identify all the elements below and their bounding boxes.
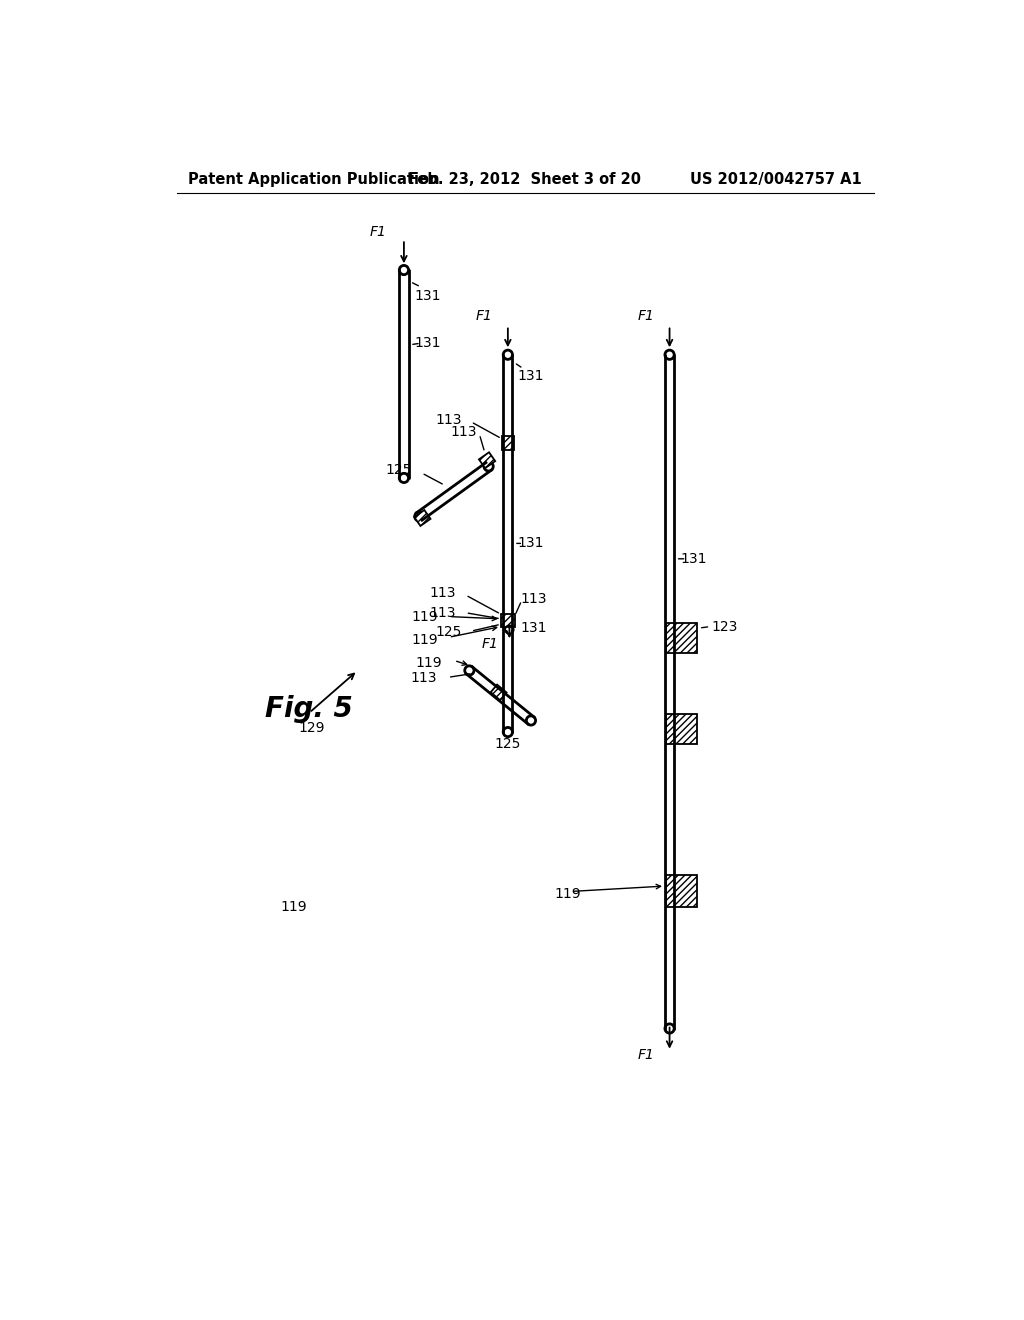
Text: 119: 119 <box>281 900 307 913</box>
Text: Patent Application Publication: Patent Application Publication <box>188 173 440 187</box>
Bar <box>667 623 697 653</box>
Text: 113: 113 <box>411 671 437 685</box>
Bar <box>501 614 515 627</box>
Text: Feb. 23, 2012  Sheet 3 of 20: Feb. 23, 2012 Sheet 3 of 20 <box>409 173 641 187</box>
Text: F1: F1 <box>637 1048 654 1063</box>
Text: 113: 113 <box>429 606 456 619</box>
Text: Fig. 5: Fig. 5 <box>265 694 353 723</box>
Bar <box>667 875 697 907</box>
Text: 125: 125 <box>435 624 462 639</box>
Text: 119: 119 <box>416 656 442 669</box>
Text: 131: 131 <box>415 337 441 350</box>
Bar <box>415 510 430 525</box>
Text: 125: 125 <box>385 463 412 477</box>
Text: 119: 119 <box>412 632 438 647</box>
Text: 129: 129 <box>298 721 325 734</box>
Text: US 2012/0042757 A1: US 2012/0042757 A1 <box>690 173 862 187</box>
Text: 131: 131 <box>517 368 544 383</box>
Text: 119: 119 <box>412 610 438 623</box>
Bar <box>479 453 496 469</box>
Bar <box>667 714 697 743</box>
Text: F1: F1 <box>475 309 493 323</box>
Bar <box>502 437 514 450</box>
Text: F1: F1 <box>370 224 387 239</box>
Bar <box>490 685 507 700</box>
Text: 125: 125 <box>494 738 520 751</box>
Text: 131: 131 <box>520 622 547 635</box>
Text: 131: 131 <box>680 552 707 566</box>
Text: F1: F1 <box>637 309 654 323</box>
Text: 113: 113 <box>520 591 547 606</box>
Text: 131: 131 <box>517 536 544 550</box>
Text: 119: 119 <box>554 887 581 900</box>
Text: 113: 113 <box>451 425 477 438</box>
Text: 123: 123 <box>712 619 738 634</box>
Text: F1: F1 <box>481 636 499 651</box>
Text: 113: 113 <box>429 586 456 601</box>
Text: 131: 131 <box>415 289 441 304</box>
Text: 113: 113 <box>435 413 462 428</box>
